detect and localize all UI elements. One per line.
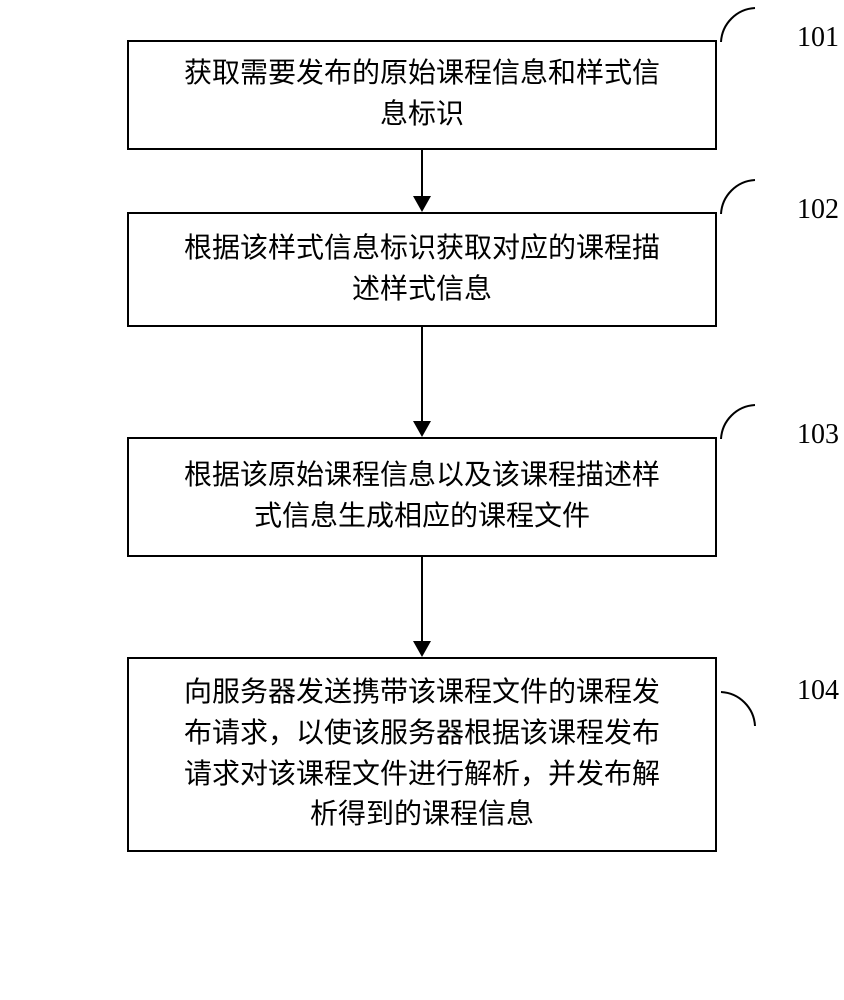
leader-line: [719, 6, 759, 46]
flow-step: 获取需要发布的原始课程信息和样式信息标识 101: [60, 40, 784, 150]
flow-node-text: 获取需要发布的原始课程信息和样式信息标识: [184, 54, 660, 135]
flow-node: 向服务器发送携带该课程文件的课程发布请求，以使该服务器根据该课程发布请求对该课程…: [127, 657, 717, 852]
flowchart-container: 获取需要发布的原始课程信息和样式信息标识 101 根据该样式信息标识获取对应的课…: [60, 40, 784, 852]
flow-node-label: 102: [797, 194, 839, 226]
flow-arrow: [413, 557, 431, 657]
arrow-line: [421, 327, 423, 421]
leader-line: [719, 403, 759, 443]
arrow-head-icon: [413, 196, 431, 212]
flow-node-label: 104: [797, 675, 839, 707]
flow-arrow: [413, 150, 431, 212]
flow-node-label: 103: [797, 419, 839, 451]
flow-step: 向服务器发送携带该课程文件的课程发布请求，以使该服务器根据该课程发布请求对该课程…: [60, 657, 784, 852]
leader-line: [719, 178, 759, 218]
arrow-line: [421, 150, 423, 196]
flow-node-text: 根据该样式信息标识获取对应的课程描述样式信息: [184, 229, 660, 310]
flow-node-label: 101: [797, 22, 839, 54]
flow-node: 根据该原始课程信息以及该课程描述样式信息生成相应的课程文件: [127, 437, 717, 557]
arrow-head-icon: [413, 421, 431, 437]
leader-line: [719, 690, 759, 730]
flow-step: 根据该原始课程信息以及该课程描述样式信息生成相应的课程文件 103: [60, 437, 784, 557]
flow-node-text: 向服务器发送携带该课程文件的课程发布请求，以使该服务器根据该课程发布请求对该课程…: [184, 673, 660, 835]
arrow-head-icon: [413, 641, 431, 657]
arrow-line: [421, 557, 423, 641]
flow-step: 根据该样式信息标识获取对应的课程描述样式信息 102: [60, 212, 784, 327]
flow-node: 获取需要发布的原始课程信息和样式信息标识: [127, 40, 717, 150]
flow-arrow: [413, 327, 431, 437]
flow-node-text: 根据该原始课程信息以及该课程描述样式信息生成相应的课程文件: [184, 456, 660, 537]
flow-node: 根据该样式信息标识获取对应的课程描述样式信息: [127, 212, 717, 327]
